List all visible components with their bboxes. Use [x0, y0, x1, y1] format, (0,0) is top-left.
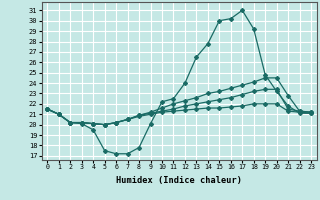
X-axis label: Humidex (Indice chaleur): Humidex (Indice chaleur) [116, 176, 242, 185]
